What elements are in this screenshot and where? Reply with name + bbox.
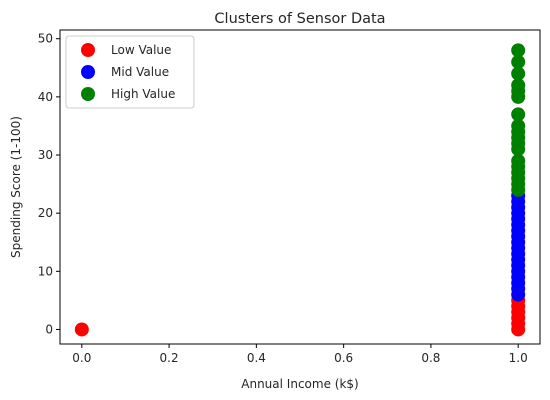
x-axis-label: Annual Income (k$): [241, 377, 358, 391]
legend-marker: [81, 65, 95, 79]
y-tick-label: 40: [38, 90, 53, 104]
data-point: [511, 107, 525, 121]
y-tick-label: 30: [38, 148, 53, 162]
legend: Low Value Mid Value High Value: [66, 36, 194, 108]
data-point: [511, 43, 525, 57]
x-tick-label: 0.8: [421, 351, 440, 365]
x-tick-label: 0.4: [247, 351, 266, 365]
legend-marker: [81, 87, 95, 101]
data-point: [75, 322, 89, 336]
x-tick-label: 0.6: [334, 351, 353, 365]
legend-label: Mid Value: [111, 65, 169, 79]
y-axis: 0 10 20 30 40 50: [38, 32, 60, 337]
y-tick-label: 10: [38, 264, 53, 278]
y-axis-label: Spending Score (1-100): [9, 116, 23, 258]
y-tick-label: 20: [38, 206, 53, 220]
legend-label: Low Value: [111, 43, 171, 57]
chart-title: Clusters of Sensor Data: [214, 11, 385, 27]
y-tick-label: 50: [38, 32, 53, 46]
x-tick-label: 0.2: [160, 351, 179, 365]
x-axis: 0.0 0.2 0.4 0.6 0.8 1.0: [72, 344, 527, 365]
x-tick-label: 0.0: [72, 351, 91, 365]
y-tick-label: 0: [45, 322, 53, 336]
legend-marker: [81, 43, 95, 57]
legend-label: High Value: [111, 87, 175, 101]
x-tick-label: 1.0: [509, 351, 528, 365]
